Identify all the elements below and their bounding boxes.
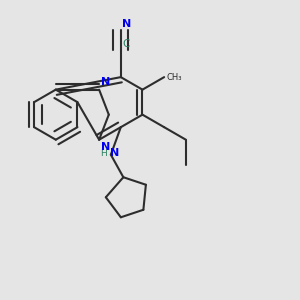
Text: N: N — [100, 77, 110, 87]
Text: N: N — [110, 148, 119, 158]
Text: N: N — [122, 19, 131, 29]
Text: N: N — [100, 142, 110, 152]
Text: CH₃: CH₃ — [167, 73, 182, 82]
Text: H: H — [100, 149, 107, 158]
Text: C: C — [122, 39, 130, 49]
